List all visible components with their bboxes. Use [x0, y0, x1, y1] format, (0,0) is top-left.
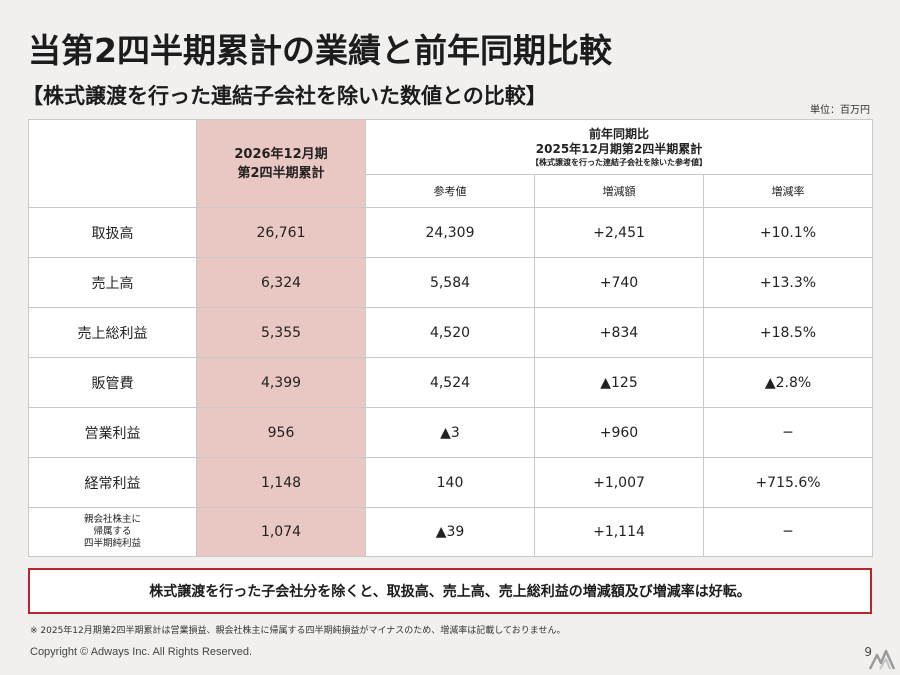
subheader-rate: 増減率 — [703, 174, 873, 208]
footnote: ※ 2025年12月期第2四半期累計は営業損益、親会社株主に帰属する四半期純損益… — [30, 626, 566, 636]
cell-change: +960 — [534, 407, 704, 458]
row-label-line3: 四半期純利益 — [83, 538, 141, 549]
cell-reference: ▲3 — [365, 407, 535, 458]
page-number: 9 — [864, 645, 872, 659]
cell-rate: +10.1% — [703, 207, 873, 258]
cell-change: +1,007 — [534, 457, 704, 508]
cell-rate: +13.3% — [703, 257, 873, 308]
cell-reference: 140 — [365, 457, 535, 508]
unit-label: 単位：百万円 — [810, 105, 870, 116]
page-subtitle: 【株式譲渡を行った連結子会社を除いた数値との比較】 — [22, 84, 547, 108]
table-row: 経常利益 1,148 140 +1,007 +715.6% — [28, 457, 873, 508]
subheader-reference: 参考値 — [365, 174, 535, 208]
row-label: 経常利益 — [28, 457, 197, 508]
header-prev-note: 【株式譲渡を行った連結子会社を除いた参考値】 — [531, 157, 707, 167]
cell-current: 26,761 — [196, 207, 366, 258]
table-header-row: 2026年12月期 第2四半期累計 前年同期比 2025年12月期第2四半期累計… — [28, 119, 873, 208]
cell-reference: 24,309 — [365, 207, 535, 258]
cell-rate: ▲2.8% — [703, 357, 873, 408]
row-label: 販管費 — [28, 357, 197, 408]
summary-text: 株式譲渡を行った子会社分を除くと、取扱高、売上高、売上総利益の増減額及び増減率は… — [149, 584, 751, 600]
table-row: 親会社株主に 帰属する 四半期純利益 1,074 ▲39 +1,114 ─ — [28, 507, 873, 557]
header-prev-line1: 前年同期比 — [588, 126, 649, 141]
cell-change: +740 — [534, 257, 704, 308]
header-empty-cell — [28, 119, 197, 208]
cell-change: ▲125 — [534, 357, 704, 408]
cell-rate: ─ — [703, 407, 873, 458]
row-label-line2: 帰属する — [93, 526, 132, 537]
cell-reference: 4,524 — [365, 357, 535, 408]
header-current-line1: 2026年12月期 — [234, 146, 328, 162]
cell-current: 5,355 — [196, 307, 366, 358]
row-label-net-income: 親会社株主に 帰属する 四半期純利益 — [28, 507, 197, 557]
cell-rate: ─ — [703, 507, 873, 557]
results-table: 2026年12月期 第2四半期累計 前年同期比 2025年12月期第2四半期累計… — [28, 119, 873, 557]
cell-change: +1,114 — [534, 507, 704, 557]
row-label-line1: 親会社株主に — [83, 514, 141, 525]
row-label: 売上総利益 — [28, 307, 197, 358]
table-row: 取扱高 26,761 24,309 +2,451 +10.1% — [28, 207, 873, 258]
cell-rate: +18.5% — [703, 307, 873, 358]
cell-change: +2,451 — [534, 207, 704, 258]
row-label: 売上高 — [28, 257, 197, 308]
cell-current: 6,324 — [196, 257, 366, 308]
header-prev-line2: 2025年12月期第2四半期累計 — [535, 141, 703, 156]
row-label: 取扱高 — [28, 207, 197, 258]
table-row: 営業利益 956 ▲3 +960 ─ — [28, 407, 873, 458]
watermark-logo-icon — [868, 649, 896, 670]
cell-reference: 5,584 — [365, 257, 535, 308]
cell-reference: 4,520 — [365, 307, 535, 358]
row-label: 営業利益 — [28, 407, 197, 458]
cell-current: 1,148 — [196, 457, 366, 508]
table-row: 販管費 4,399 4,524 ▲125 ▲2.8% — [28, 357, 873, 408]
cell-current: 956 — [196, 407, 366, 458]
table-row: 売上高 6,324 5,584 +740 +13.3% — [28, 257, 873, 308]
cell-rate: +715.6% — [703, 457, 873, 508]
subheader-change: 増減額 — [534, 174, 704, 208]
header-prev-period: 前年同期比 2025年12月期第2四半期累計 【株式譲渡を行った連結子会社を除い… — [365, 119, 873, 175]
cell-change: +834 — [534, 307, 704, 358]
header-current-line2: 第2四半期累計 — [237, 165, 325, 181]
cell-current: 1,074 — [196, 507, 366, 557]
table-subheader-row: 参考値 増減額 増減率 — [29, 174, 873, 208]
summary-box: 株式譲渡を行った子会社分を除くと、取扱高、売上高、売上総利益の増減額及び増減率は… — [28, 568, 872, 614]
cell-current: 4,399 — [196, 357, 366, 408]
header-current-period: 2026年12月期 第2四半期累計 — [196, 119, 366, 208]
table-row: 売上総利益 5,355 4,520 +834 +18.5% — [28, 307, 873, 358]
cell-reference: ▲39 — [365, 507, 535, 557]
page-title: 当第2四半期累計の業績と前年同期比較 — [28, 31, 612, 70]
copyright: Copyright © Adways Inc. All Rights Reser… — [30, 646, 253, 658]
